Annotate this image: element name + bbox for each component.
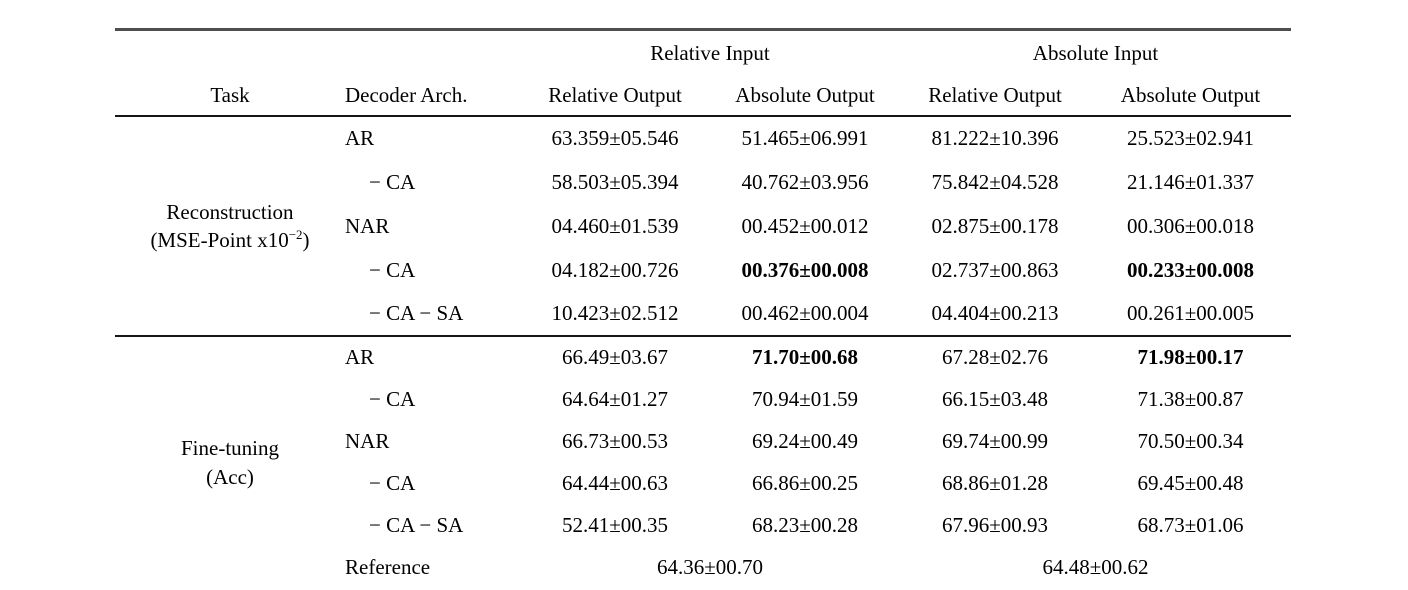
- metric-cell: 64.44±00.63: [561, 470, 669, 495]
- task-cell-reconstruction: Reconstruction (MSE-Point x10−2): [115, 116, 345, 336]
- col-header-decoder-arch: Decoder Arch.: [345, 82, 468, 107]
- col-header-relative-output-1: Relative Output: [548, 82, 682, 107]
- metric-cell: 64.64±01.27: [561, 386, 669, 411]
- decoder-arch-cell: − CA: [369, 169, 416, 194]
- metric-cell: 02.737±00.863: [931, 257, 1059, 282]
- reference-label-cell: Reference: [345, 554, 431, 579]
- task-line2-prefix: (Acc): [206, 464, 254, 489]
- metric-cell: 68.73±01.06: [1137, 512, 1244, 537]
- metric-cell: 04.404±00.213: [931, 301, 1059, 325]
- table-row: − CA − SA 52.41±00.35 68.23±00.28 67.96±…: [115, 504, 1291, 546]
- decoder-arch-cell: − CA: [369, 470, 416, 495]
- task-cell-fine-tuning: Fine-tuning (Acc): [115, 336, 345, 588]
- metric-cell: 70.94±01.59: [751, 386, 859, 411]
- decoder-arch-cell: AR: [345, 126, 375, 150]
- metric-cell: 51.465±06.991: [741, 126, 869, 150]
- metric-cell: 21.146±01.337: [1126, 169, 1255, 194]
- reference-row: Reference 64.36±00.70 64.48±00.62: [115, 546, 1291, 588]
- group-header-absolute-input: Absolute Input: [1032, 40, 1159, 65]
- task-line2: (Acc): [115, 463, 345, 491]
- metric-cell: 52.41±00.35: [561, 512, 669, 537]
- metric-cell: 68.86±01.28: [941, 470, 1049, 495]
- col-header-absolute-output-1: Absolute Output: [735, 82, 875, 107]
- table-row: − CA 04.182±00.726 00.376±00.008 02.737±…: [115, 248, 1291, 292]
- decoder-arch-cell: NAR: [345, 428, 390, 453]
- metric-cell: 63.359±05.546: [551, 126, 679, 150]
- metric-cell: 67.28±02.76: [941, 345, 1049, 369]
- metric-cell: 25.523±02.941: [1126, 126, 1255, 150]
- metric-cell: 00.306±00.018: [1126, 213, 1255, 238]
- table-row: − CA 64.44±00.63 66.86±00.25 68.86±01.28…: [115, 462, 1291, 504]
- results-table: Relative Input Absolute Input Task Decod…: [115, 28, 1291, 588]
- results-table-container: Relative Input Absolute Input Task Decod…: [115, 28, 1291, 588]
- decoder-arch-cell: − CA: [369, 386, 416, 411]
- group-header-relative-input: Relative Input: [650, 40, 770, 65]
- col-header-absolute-output-2: Absolute Output: [1120, 82, 1261, 107]
- metric-cell: 67.96±00.93: [941, 512, 1049, 537]
- metric-cell: 69.24±00.49: [751, 428, 859, 453]
- metric-cell: 00.261±00.005: [1126, 301, 1255, 325]
- metric-cell: 04.460±01.539: [551, 213, 679, 238]
- metric-cell-best: 71.70±00.68: [751, 345, 859, 369]
- table-row: − CA 58.503±05.394 40.762±03.956 75.842±…: [115, 160, 1291, 204]
- metric-cell: 02.875±00.178: [931, 213, 1059, 238]
- col-header-task: Task: [210, 82, 250, 107]
- task-line2-prefix: (MSE-Point x10: [150, 228, 289, 252]
- reference-relative-input-cell: 64.36±00.70: [656, 554, 764, 579]
- header-group-row: Relative Input Absolute Input: [115, 30, 1291, 76]
- metric-cell: 68.23±00.28: [751, 512, 859, 537]
- metric-cell: 40.762±03.956: [741, 169, 869, 194]
- metric-cell-best: 00.376±00.008: [741, 257, 869, 282]
- metric-cell: 69.74±00.99: [941, 428, 1049, 453]
- table-header: Relative Input Absolute Input Task Decod…: [115, 30, 1291, 116]
- decoder-arch-cell: − CA − SA: [369, 301, 464, 325]
- section-reconstruction: Reconstruction (MSE-Point x10−2) AR 63.3…: [115, 116, 1291, 336]
- decoder-arch-cell: − CA: [369, 257, 416, 282]
- metric-cell: 04.182±00.726: [551, 257, 679, 282]
- metric-cell: 81.222±10.396: [931, 126, 1059, 150]
- table-row: − CA 64.64±01.27 70.94±01.59 66.15±03.48…: [115, 378, 1291, 420]
- metric-cell: 75.842±04.528: [931, 169, 1059, 194]
- section-fine-tuning: Fine-tuning (Acc) AR 66.49±03.67 71.70±0…: [115, 336, 1291, 588]
- decoder-arch-cell: NAR: [345, 213, 390, 238]
- metric-cell: 10.423±02.512: [551, 301, 679, 325]
- decoder-arch-cell: AR: [345, 345, 375, 369]
- metric-cell: 66.15±03.48: [941, 386, 1049, 411]
- empty-cell: [345, 30, 520, 76]
- decoder-arch-cell: − CA − SA: [369, 512, 464, 537]
- task-line2-suffix: ): [302, 228, 310, 252]
- table-row: − CA − SA 10.423±02.512 00.462±00.004 04…: [115, 292, 1291, 336]
- metric-cell: 69.45±00.48: [1137, 470, 1244, 495]
- metric-cell: 66.49±03.67: [561, 345, 669, 369]
- col-header-relative-output-2: Relative Output: [928, 82, 1062, 107]
- metric-cell: 66.86±00.25: [751, 470, 859, 495]
- empty-cell: [115, 30, 345, 76]
- metric-cell: 71.38±00.87: [1137, 386, 1244, 411]
- metric-cell: 00.462±00.004: [741, 301, 869, 325]
- metric-cell: 00.452±00.012: [741, 213, 869, 238]
- metric-cell-best: 00.233±00.008: [1126, 257, 1255, 282]
- task-line1: Fine-tuning: [181, 436, 279, 461]
- table-row: Fine-tuning (Acc) AR 66.49±03.67 71.70±0…: [115, 336, 1291, 489]
- metric-cell-best: 71.98±00.17: [1137, 345, 1244, 369]
- header-columns-row: Task Decoder Arch. Relative Output Absol…: [115, 75, 1291, 116]
- task-line2-superscript: −2: [288, 227, 303, 242]
- reference-absolute-input-cell: 64.48±00.62: [1042, 554, 1149, 579]
- table-row: Reconstruction (MSE-Point x10−2) AR 63.3…: [115, 116, 1291, 252]
- table-row: NAR 66.73±00.53 69.24±00.49 69.74±00.99 …: [115, 420, 1291, 462]
- metric-cell: 58.503±05.394: [551, 169, 679, 194]
- table-row: NAR 04.460±01.539 00.452±00.012 02.875±0…: [115, 204, 1291, 248]
- task-line1: Reconstruction: [166, 199, 294, 224]
- metric-cell: 70.50±00.34: [1137, 428, 1244, 453]
- task-line2: (MSE-Point x10−2): [115, 226, 345, 254]
- metric-cell: 66.73±00.53: [561, 428, 669, 453]
